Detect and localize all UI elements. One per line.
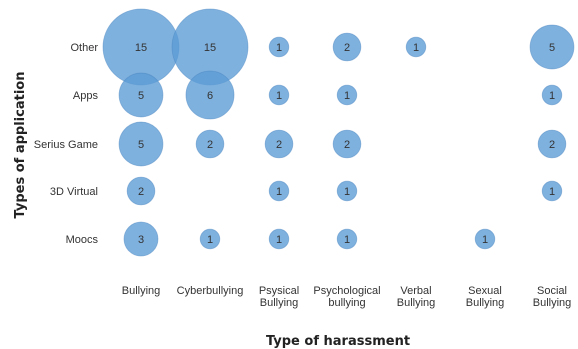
bubble: [268, 180, 290, 202]
bubble-value-label: 1: [276, 90, 282, 102]
bubble: [268, 36, 290, 58]
bubble-value-label: 1: [549, 90, 555, 102]
bubble-value-label: 2: [138, 186, 144, 198]
x-tick-label: Verbal Bullying: [397, 285, 436, 309]
bubble-value-label: 2: [344, 139, 350, 151]
bubble-value-label: 2: [207, 139, 213, 151]
bubble: [332, 32, 362, 62]
bubble-value-label: 2: [549, 139, 555, 151]
bubble: [268, 84, 290, 106]
bubble: [268, 228, 290, 250]
bubble: [195, 129, 225, 159]
bubble: [123, 221, 159, 257]
bubble-value-label: 1: [344, 90, 350, 102]
x-axis-ticks: Bullying Cyberbullying Psysical Bullying Psy…: [122, 285, 572, 309]
y-tick-label: Apps: [73, 90, 99, 102]
bubble-value-label: 5: [138, 139, 144, 151]
bubble: [185, 70, 235, 120]
y-tick-label: Other: [70, 42, 98, 54]
y-tick-label: Moocs: [66, 234, 99, 246]
bubble: [474, 228, 496, 250]
bubble: [118, 72, 164, 118]
bubble: [118, 121, 164, 167]
bubble: [264, 129, 294, 159]
bubble-value-label: 1: [344, 234, 350, 246]
x-tick-label: Psysical Bullying: [259, 285, 299, 309]
bubble: [332, 129, 362, 159]
bubble-value-label: 15: [204, 42, 216, 54]
bubble-value-label: 1: [549, 186, 555, 198]
bubble: [336, 180, 358, 202]
bubble-value-label: 2: [276, 139, 282, 151]
y-axis-title: Types of application: [13, 72, 28, 219]
bubble-value-label: 1: [482, 234, 488, 246]
bubble: [336, 84, 358, 106]
bubble: [537, 129, 567, 159]
bubble: [126, 176, 156, 206]
x-tick-label: Sexual Bullying: [466, 285, 505, 309]
bubble-value-label: 6: [207, 90, 213, 102]
bubble: [405, 36, 427, 58]
bubble-value-label: 15: [135, 42, 147, 54]
bubble-value-label: 5: [138, 90, 144, 102]
bubble-value-label: 2: [344, 42, 350, 54]
bubble-value-label: 1: [207, 234, 213, 246]
bubble-value-label: 1: [276, 234, 282, 246]
bubble-value-label: 1: [276, 42, 282, 54]
y-tick-label: 3D Virtual: [50, 186, 98, 198]
x-tick-label: Social Bullying: [533, 285, 572, 309]
bubble-value-label: 1: [413, 42, 419, 54]
bubble-value-label: 1: [344, 186, 350, 198]
bubble: [199, 228, 221, 250]
x-tick-label: Cyberbullying: [177, 285, 244, 297]
bubble-value-label: 3: [138, 234, 144, 246]
y-axis-ticks: Other Apps Serius Game 3D Virtual Moocs: [34, 42, 99, 246]
x-tick-label: Bullying: [122, 285, 161, 297]
bubble-series: 15 15 1 2 1 55 6 1 1 15 2 2 2 22 1 1 13 1 1 1 1: [102, 8, 575, 257]
x-axis-title: Type of harassment: [266, 334, 410, 349]
bubble: [541, 180, 563, 202]
bubble: [541, 84, 563, 106]
bubble: [336, 228, 358, 250]
bubble-value-label: 5: [549, 42, 555, 54]
bubble-value-label: 1: [276, 186, 282, 198]
bubble: [529, 24, 575, 70]
x-tick-label: Psychological bullying: [313, 285, 380, 309]
y-tick-label: Serius Game: [34, 139, 98, 151]
